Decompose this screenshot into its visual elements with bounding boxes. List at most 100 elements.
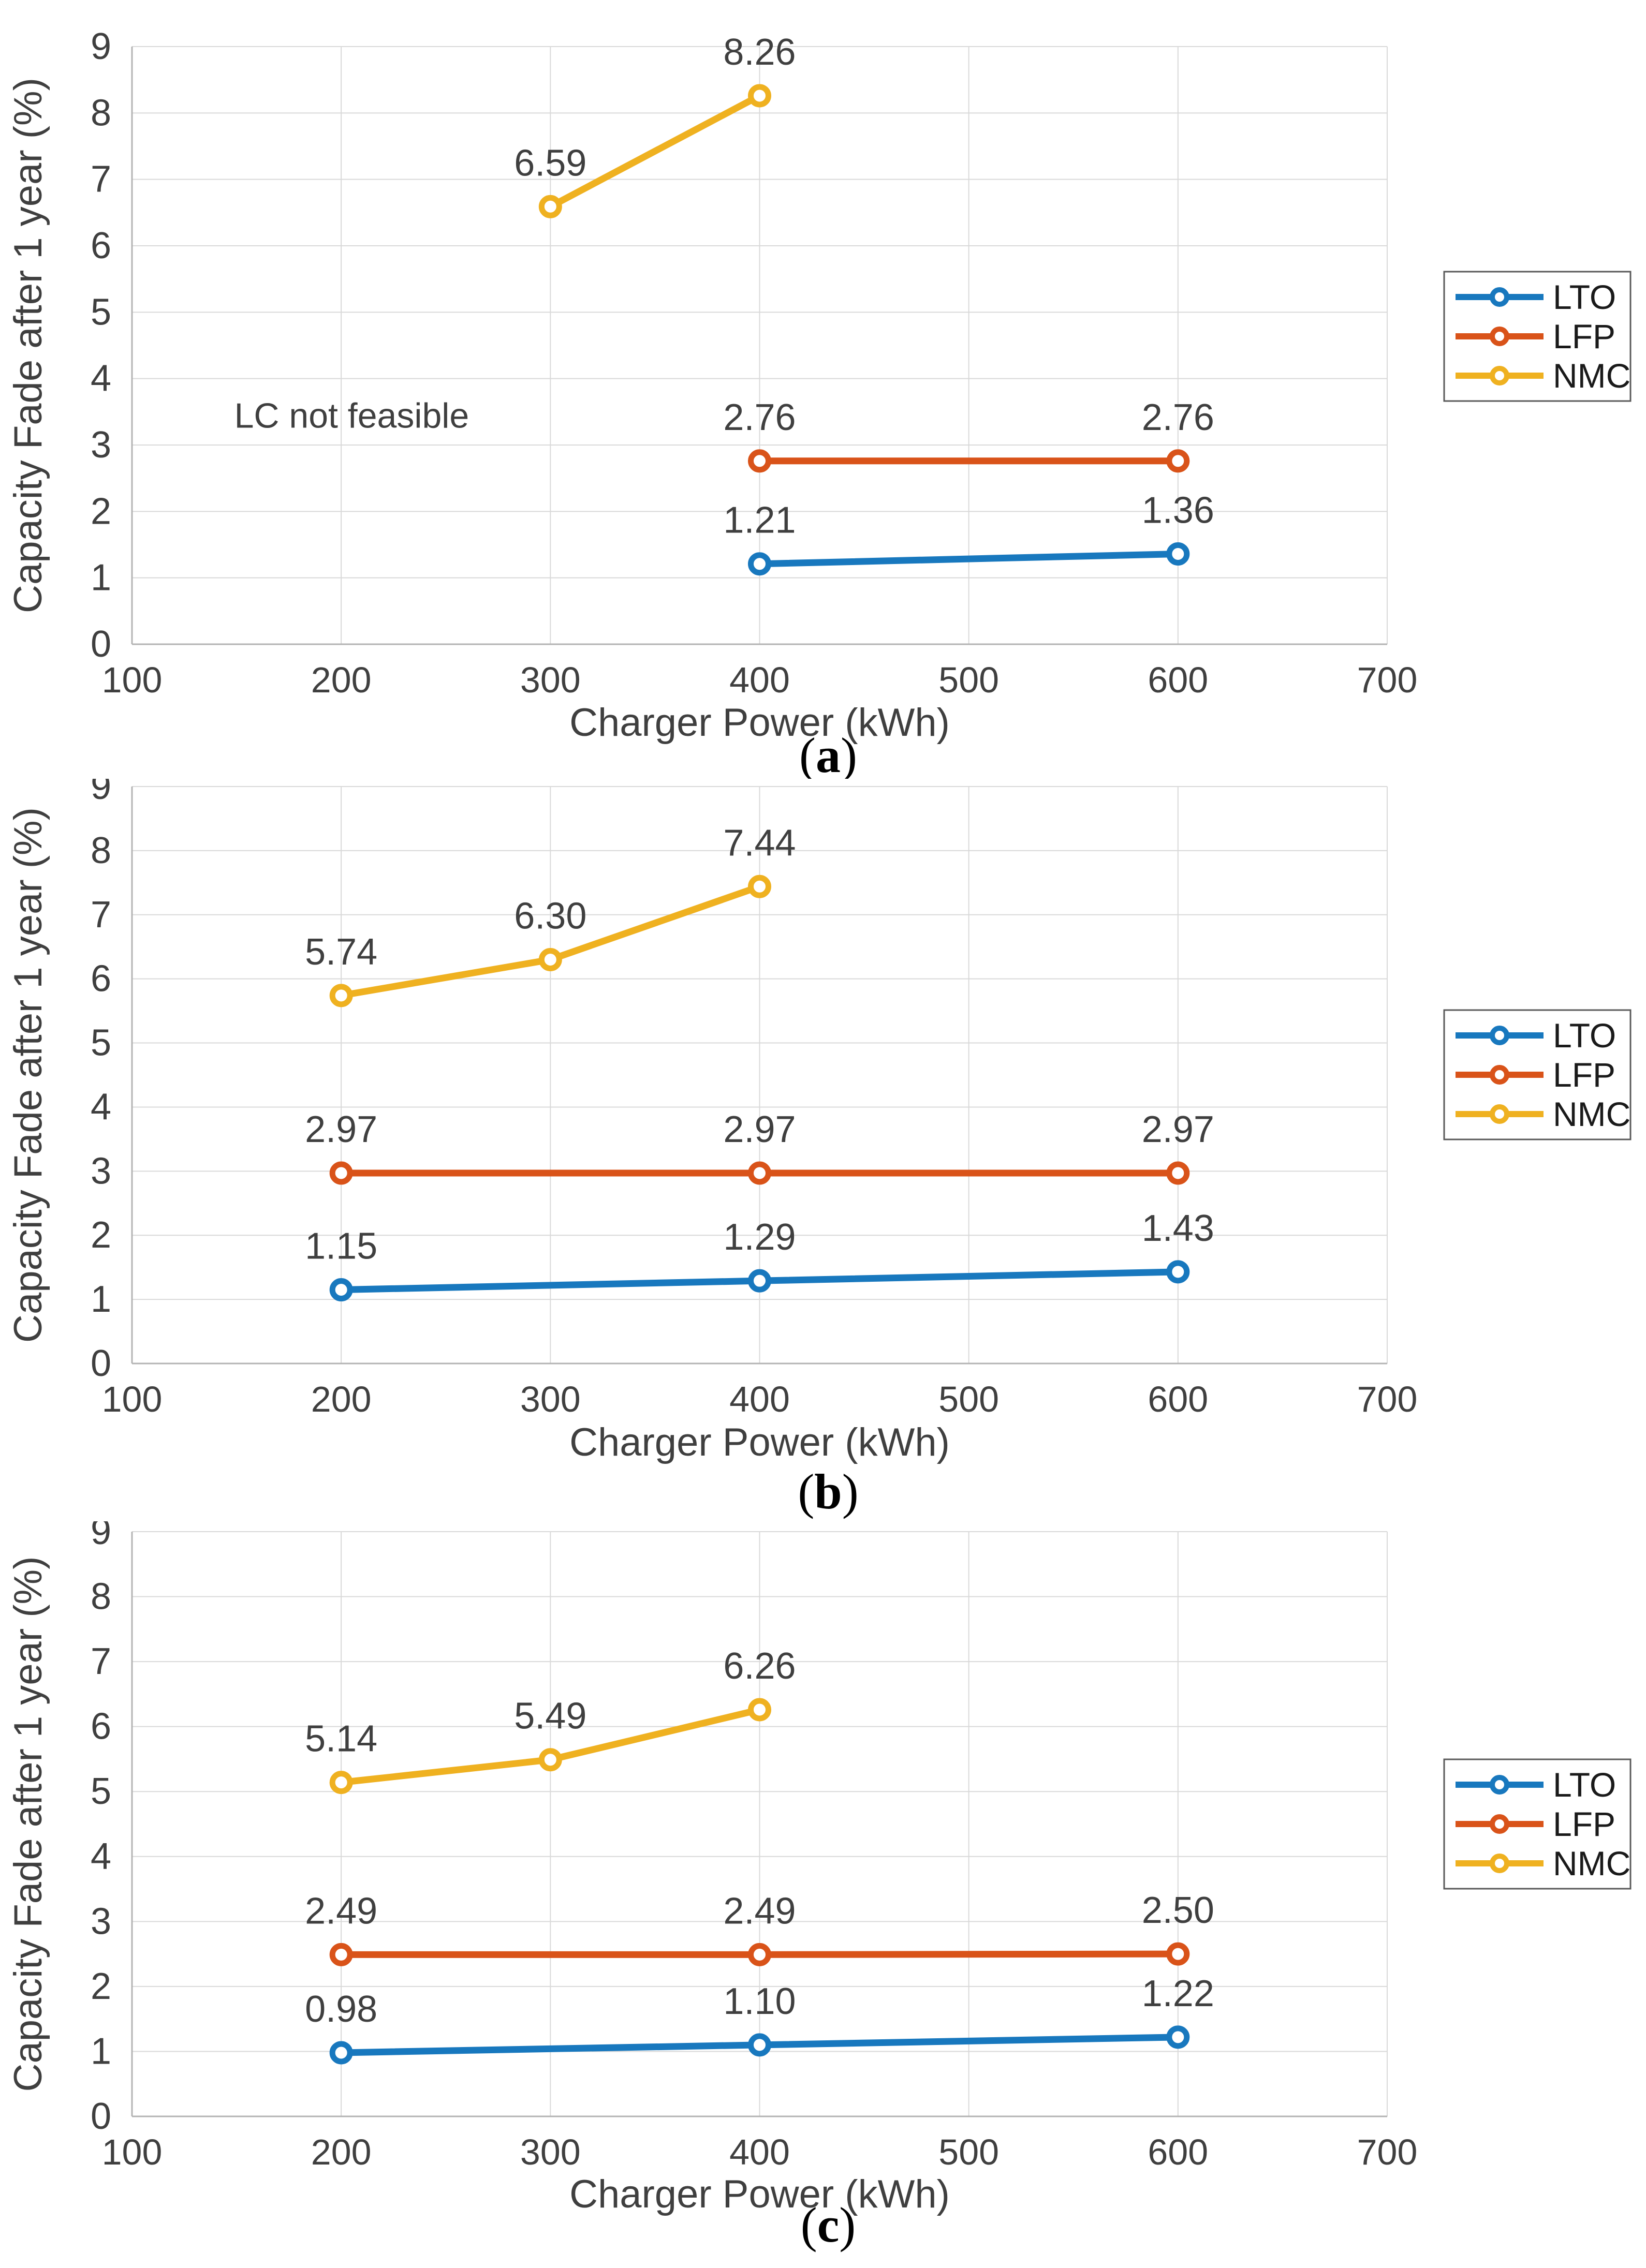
x-axis-title: Charger Power (kWh) xyxy=(569,2172,950,2216)
x-tick-label: 400 xyxy=(729,660,790,700)
annotation-lc-not-feasible: LC not feasible xyxy=(234,396,469,435)
legend-label-lto: LTO xyxy=(1553,1016,1616,1055)
value-label-nmc-400: 7.44 xyxy=(723,822,796,864)
x-tick-label: 500 xyxy=(938,1379,999,1419)
y-tick-label: 7 xyxy=(91,159,111,200)
y-axis-title: Capacity Fade after 1 year (%) xyxy=(6,807,50,1343)
marker-nmc-300 xyxy=(538,948,562,971)
x-tick-label: 300 xyxy=(520,1379,581,1419)
legend-marker-nmc xyxy=(1490,1854,1509,1873)
legend-label-nmc: NMC xyxy=(1553,1095,1630,1133)
y-tick-label: 7 xyxy=(91,1641,111,1682)
marker-lto-600 xyxy=(1166,1260,1190,1284)
legend-label-nmc: NMC xyxy=(1553,357,1630,395)
chart-c-svg: 0 1 2 3 4 5 6 7 8 9 100 200 300 400 500 600 700 Charger P… xyxy=(6,1521,1632,2252)
x-tick-label: 600 xyxy=(1148,660,1208,700)
value-label-nmc-400: 8.26 xyxy=(723,32,796,73)
x-tick-label: 200 xyxy=(311,660,372,700)
y-tick-label: 8 xyxy=(91,92,111,134)
marker-nmc-400 xyxy=(748,874,771,898)
y-tick-label: 5 xyxy=(91,1022,111,1064)
y-tick-label: 5 xyxy=(91,1771,111,1812)
series-line-lto xyxy=(756,550,1182,568)
value-label-nmc-300: 6.30 xyxy=(514,896,586,937)
value-label-lfp-600: 2.97 xyxy=(1142,1109,1214,1150)
marker-nmc-400 xyxy=(748,1698,771,1722)
legend-label-lfp: LFP xyxy=(1553,1805,1615,1843)
marker-nmc-400 xyxy=(748,84,771,108)
x-tick-label: 600 xyxy=(1148,1379,1208,1419)
x-tick-label: 400 xyxy=(729,2132,790,2172)
value-label-lfp-600: 2.76 xyxy=(1142,397,1214,438)
y-tick-label: 0 xyxy=(91,2096,111,2137)
marker-lfp-200 xyxy=(329,1943,353,1966)
y-tick-label: 8 xyxy=(91,1576,111,1618)
legend-marker-lfp xyxy=(1490,1814,1509,1834)
y-axis-title: Capacity Fade after 1 year (%) xyxy=(6,1557,50,2092)
y-tick-label: 1 xyxy=(91,1279,111,1320)
marker-lfp-600 xyxy=(1166,1942,1190,1966)
y-tick-label: 3 xyxy=(91,1150,111,1192)
marker-nmc-200 xyxy=(329,984,353,1007)
x-tick-label: 400 xyxy=(729,1379,790,1419)
caption-c: (c) xyxy=(801,2197,856,2252)
marker-lfp-200 xyxy=(329,1161,353,1185)
marker-lto-400 xyxy=(748,2033,771,2057)
x-tick-label: 300 xyxy=(520,660,581,700)
chart-c: 0 1 2 3 4 5 6 7 8 9 100 200 300 400 500 600 700 Charger P… xyxy=(0,1521,1646,2268)
y-axis-title: Capacity Fade after 1 year (%) xyxy=(6,78,50,613)
value-label-nmc-200: 5.74 xyxy=(305,931,377,973)
marker-lto-400 xyxy=(748,1269,771,1293)
value-label-nmc-400: 6.26 xyxy=(723,1646,796,1687)
y-tick-label: 1 xyxy=(91,557,111,599)
value-label-lto-400: 1.21 xyxy=(723,500,796,541)
x-tick-label: 100 xyxy=(102,1379,163,1419)
value-label-lto-200: 0.98 xyxy=(305,1989,377,2030)
value-label-lto-200: 1.15 xyxy=(305,1226,377,1267)
x-tick-label: 700 xyxy=(1357,2132,1418,2172)
y-tick-label: 4 xyxy=(91,1836,111,1877)
legend-marker-lto xyxy=(1490,287,1509,307)
marker-lfp-600 xyxy=(1166,1161,1190,1185)
value-label-nmc-300: 6.59 xyxy=(514,142,586,184)
x-tick-label: 100 xyxy=(102,660,163,700)
y-tick-label: 9 xyxy=(91,26,111,67)
chart-b-svg: 0 1 2 3 4 5 6 7 8 9 100 200 300 400 500 600 700 Charger P… xyxy=(6,779,1632,1519)
x-axis-title: Charger Power (kWh) xyxy=(569,701,950,745)
value-label-nmc-300: 5.49 xyxy=(514,1696,586,1737)
y-tick-label: 9 xyxy=(91,779,111,807)
marker-lto-200 xyxy=(329,1278,353,1302)
x-axis-title: Charger Power (kWh) xyxy=(569,1420,950,1464)
value-label-lto-600: 1.43 xyxy=(1142,1208,1214,1249)
marker-lfp-400 xyxy=(748,449,771,473)
value-label-lfp-200: 2.97 xyxy=(305,1109,377,1150)
x-tick-label: 300 xyxy=(520,2132,581,2172)
legend-marker-nmc xyxy=(1490,366,1509,386)
value-label-nmc-200: 5.14 xyxy=(305,1718,377,1760)
value-label-lfp-200: 2.49 xyxy=(305,1890,377,1932)
marker-nmc-300 xyxy=(538,1748,562,1772)
y-tick-label: 1 xyxy=(91,2030,111,2072)
y-tick-label: 4 xyxy=(91,358,111,399)
x-tick-label: 500 xyxy=(938,660,999,700)
x-tick-label: 500 xyxy=(938,2132,999,2172)
legend-marker-lto xyxy=(1490,1775,1509,1795)
value-label-lfp-600: 2.50 xyxy=(1142,1890,1214,1931)
y-tick-label: 3 xyxy=(91,424,111,466)
y-tick-label: 6 xyxy=(91,225,111,266)
legend-label-lfp: LFP xyxy=(1553,1056,1615,1094)
y-tick-label: 8 xyxy=(91,830,111,871)
value-label-lfp-400: 2.97 xyxy=(723,1109,796,1150)
value-label-lto-400: 1.10 xyxy=(723,1981,796,2022)
y-tick-label: 6 xyxy=(91,1706,111,1747)
marker-lto-400 xyxy=(748,552,771,576)
y-tick-label: 0 xyxy=(91,1343,111,1384)
value-label-lto-600: 1.22 xyxy=(1142,1973,1214,2014)
y-tick-label: 5 xyxy=(91,291,111,333)
y-tick-label: 6 xyxy=(91,958,111,1000)
marker-lto-200 xyxy=(329,2041,353,2065)
legend-label-lto: LTO xyxy=(1553,278,1616,316)
y-tick-label: 4 xyxy=(91,1086,111,1128)
marker-lfp-400 xyxy=(748,1161,771,1185)
